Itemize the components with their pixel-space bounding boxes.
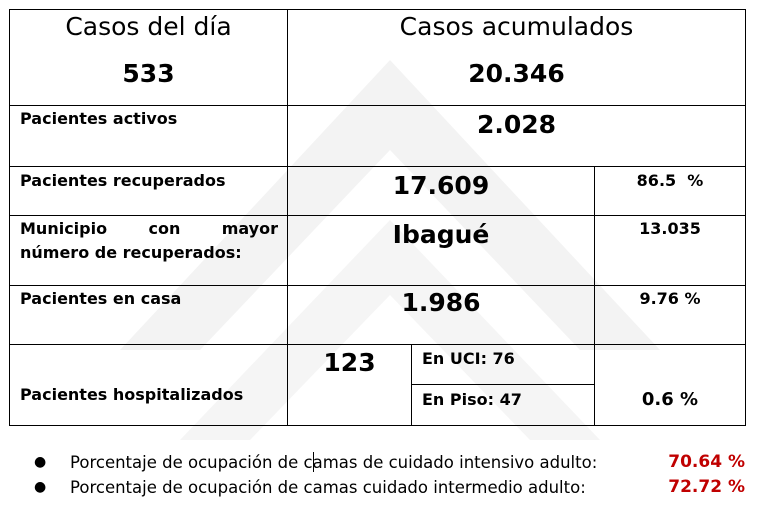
bullet-value: 70.64 % — [668, 452, 745, 472]
pacientes-activos-value: 2.028 — [476, 110, 557, 139]
bullet-text: Porcentaje de ocupación de camas de cuid… — [70, 453, 598, 472]
en-uci-label: En UCI: 76 — [422, 349, 515, 368]
casos-acumulados-label: Casos acumulados — [399, 12, 634, 41]
casos-del-dia-value: 533 — [122, 59, 175, 88]
municipio-label-line2: número de recuperados: — [20, 243, 242, 262]
casos-acumulados-value: 20.346 — [468, 59, 565, 88]
bullet-value: 72.72 % — [668, 477, 745, 497]
bullet-icon: ● — [34, 479, 47, 495]
municipio-count: 13.035 — [639, 219, 701, 238]
pacientes-hospitalizados-pct: 0.6 % — [641, 389, 699, 410]
pacientes-en-casa-label: Pacientes en casa — [20, 289, 182, 308]
pacientes-activos-label: Pacientes activos — [20, 109, 178, 128]
pacientes-hospitalizados-label: Pacientes hospitalizados — [20, 385, 244, 404]
text-cursor — [313, 452, 314, 472]
pacientes-en-casa-pct: 9.76 % — [639, 289, 701, 308]
municipio-value: Ibagué — [392, 220, 490, 249]
bullet-text: Porcentaje de ocupación de camas cuidado… — [70, 478, 586, 497]
pacientes-hospitalizados-value: 123 — [323, 348, 376, 377]
list-item: ● Porcentaje de ocupación de camas cuida… — [34, 475, 750, 500]
bullet-list: ● Porcentaje de ocupación de camas de cu… — [34, 450, 750, 500]
pacientes-recuperados-pct: 86.5 % — [636, 171, 704, 190]
pacientes-en-casa-value: 1.986 — [401, 288, 481, 317]
list-item: ● Porcentaje de ocupación de camas de cu… — [34, 450, 750, 475]
bullet-icon: ● — [34, 454, 47, 470]
municipio-label-line1: Municipio con mayor — [20, 219, 278, 238]
casos-del-dia-label: Casos del día — [65, 12, 232, 41]
en-piso-label: En Piso: 47 — [422, 390, 522, 409]
pacientes-recuperados-value: 17.609 — [392, 171, 490, 200]
pacientes-recuperados-label: Pacientes recuperados — [20, 171, 226, 190]
